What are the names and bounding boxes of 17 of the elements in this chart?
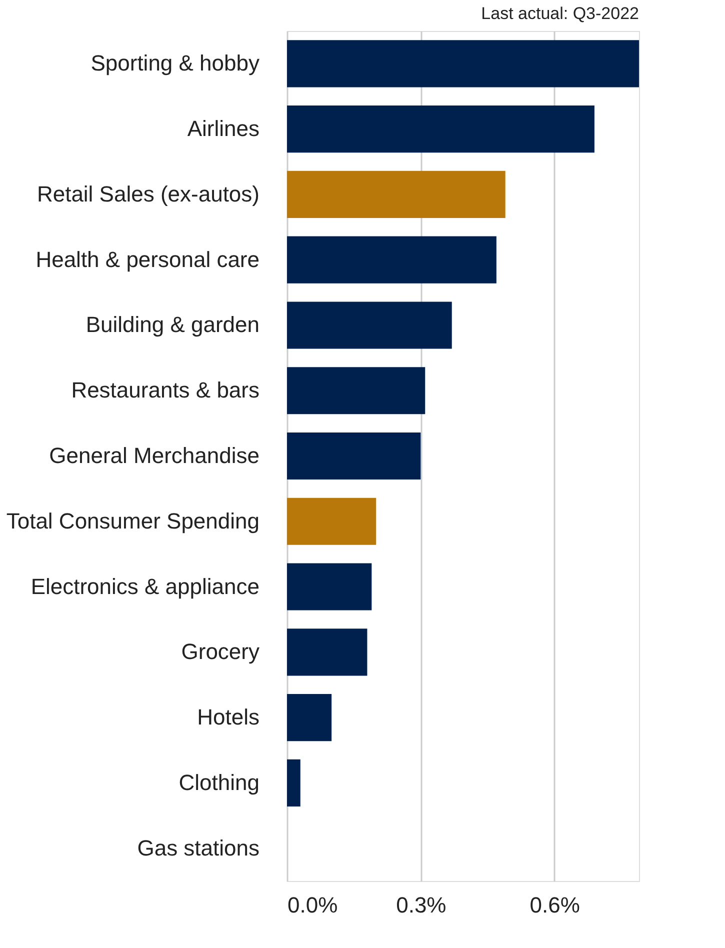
y-tick-label: Airlines bbox=[187, 116, 260, 142]
x-tick-label: 0.3% bbox=[396, 892, 446, 918]
y-tick-label: Hotels bbox=[197, 704, 260, 730]
y-tick-label: Building & garden bbox=[86, 312, 260, 338]
y-tick-label: Clothing bbox=[178, 770, 260, 795]
y-tick-label: Electronics & appliance bbox=[30, 574, 260, 599]
y-tick-label: Total Consumer Spending bbox=[6, 508, 260, 534]
y-tick-label: Health & personal care bbox=[36, 246, 260, 272]
y-tick-label: General Merchandise bbox=[49, 443, 260, 468]
y-tick-label: Gas stations bbox=[137, 835, 260, 860]
x-tick-label: 0.0% bbox=[288, 892, 338, 918]
y-tick-label: Sporting & hobby bbox=[90, 50, 260, 76]
y-tick-label: Restaurants & bars bbox=[71, 378, 260, 403]
y-tick-label: Retail Sales (ex-autos) bbox=[36, 181, 260, 206]
y-tick-label: Grocery bbox=[181, 639, 260, 664]
text: Last actual: Q3-2022 bbox=[481, 4, 639, 23]
x-tick-label: 0.6% bbox=[530, 892, 580, 918]
